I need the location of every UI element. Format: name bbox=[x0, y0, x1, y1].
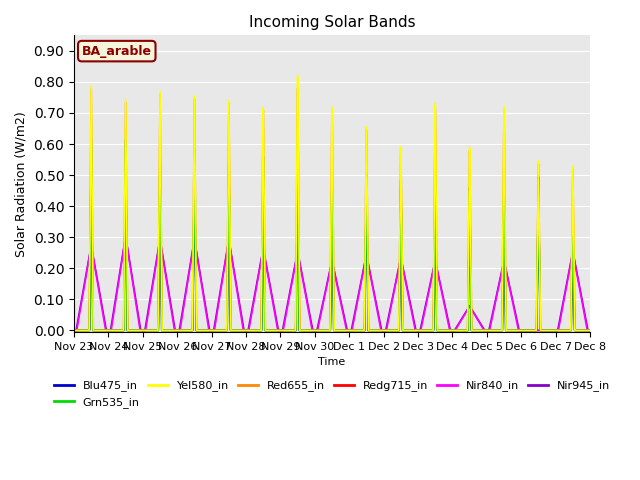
Nir945_in bbox=[576, 286, 584, 292]
Legend: Blu475_in, Grn535_in, Yel580_in, Red655_in, Redg715_in, Nir840_in, Nir945_in: Blu475_in, Grn535_in, Yel580_in, Red655_… bbox=[49, 376, 615, 412]
Red655_in bbox=[586, 327, 594, 333]
Nir945_in bbox=[160, 258, 168, 264]
Grn535_in bbox=[268, 327, 276, 333]
Line: Grn535_in: Grn535_in bbox=[74, 142, 590, 330]
Text: BA_arable: BA_arable bbox=[82, 45, 152, 58]
Redg715_in bbox=[88, 151, 95, 157]
Grn535_in bbox=[576, 327, 584, 333]
Yel580_in bbox=[586, 327, 594, 333]
Yel580_in bbox=[291, 327, 298, 333]
Blu475_in bbox=[160, 327, 168, 333]
Grn535_in bbox=[521, 327, 529, 333]
Yel580_in bbox=[294, 73, 301, 79]
Redg715_in bbox=[129, 327, 137, 333]
Line: Nir840_in: Nir840_in bbox=[74, 235, 590, 330]
Yel580_in bbox=[129, 327, 137, 333]
Red655_in bbox=[268, 327, 276, 333]
Yel580_in bbox=[159, 327, 167, 333]
Nir840_in bbox=[291, 266, 298, 272]
Blu475_in bbox=[291, 327, 298, 333]
Yel580_in bbox=[576, 327, 584, 333]
Redg715_in bbox=[576, 327, 584, 333]
Grn535_in bbox=[160, 327, 168, 333]
Red655_in bbox=[70, 327, 78, 333]
Blu475_in bbox=[129, 327, 137, 333]
Nir840_in bbox=[586, 327, 594, 333]
Blu475_in bbox=[268, 327, 276, 333]
Blu475_in bbox=[576, 327, 584, 333]
Grn535_in bbox=[129, 327, 137, 333]
Red655_in bbox=[159, 327, 167, 333]
Yel580_in bbox=[268, 327, 276, 333]
Grn535_in bbox=[88, 139, 95, 144]
Line: Blu475_in: Blu475_in bbox=[74, 138, 590, 330]
Nir840_in bbox=[129, 282, 137, 288]
Red655_in bbox=[129, 327, 137, 333]
Y-axis label: Solar Radiation (W/m2): Solar Radiation (W/m2) bbox=[15, 111, 28, 256]
Line: Red655_in: Red655_in bbox=[74, 88, 590, 330]
Nir945_in bbox=[122, 232, 129, 238]
Redg715_in bbox=[521, 327, 529, 333]
Redg715_in bbox=[160, 327, 168, 333]
Blu475_in bbox=[586, 327, 594, 333]
Yel580_in bbox=[70, 327, 78, 333]
Line: Nir945_in: Nir945_in bbox=[74, 235, 590, 330]
Redg715_in bbox=[586, 327, 594, 333]
Nir840_in bbox=[521, 327, 529, 333]
Blu475_in bbox=[521, 327, 529, 333]
Nir945_in bbox=[268, 293, 276, 299]
Nir840_in bbox=[268, 296, 276, 302]
Red655_in bbox=[294, 85, 301, 91]
X-axis label: Time: Time bbox=[319, 357, 346, 367]
Nir945_in bbox=[521, 327, 529, 333]
Red655_in bbox=[291, 327, 298, 333]
Nir945_in bbox=[291, 265, 298, 271]
Nir840_in bbox=[160, 260, 168, 265]
Grn535_in bbox=[291, 327, 298, 333]
Yel580_in bbox=[521, 327, 529, 333]
Redg715_in bbox=[291, 327, 298, 333]
Line: Yel580_in: Yel580_in bbox=[74, 76, 590, 330]
Nir945_in bbox=[70, 327, 78, 333]
Blu475_in bbox=[88, 135, 95, 141]
Grn535_in bbox=[586, 327, 594, 333]
Redg715_in bbox=[268, 327, 276, 333]
Line: Redg715_in: Redg715_in bbox=[74, 154, 590, 330]
Nir840_in bbox=[70, 327, 78, 333]
Red655_in bbox=[576, 327, 584, 333]
Blu475_in bbox=[70, 327, 78, 333]
Title: Incoming Solar Bands: Incoming Solar Bands bbox=[249, 15, 415, 30]
Red655_in bbox=[521, 327, 529, 333]
Nir945_in bbox=[586, 327, 594, 333]
Redg715_in bbox=[70, 327, 78, 333]
Nir840_in bbox=[576, 288, 584, 294]
Nir945_in bbox=[129, 279, 137, 285]
Grn535_in bbox=[70, 327, 78, 333]
Nir840_in bbox=[122, 232, 129, 238]
